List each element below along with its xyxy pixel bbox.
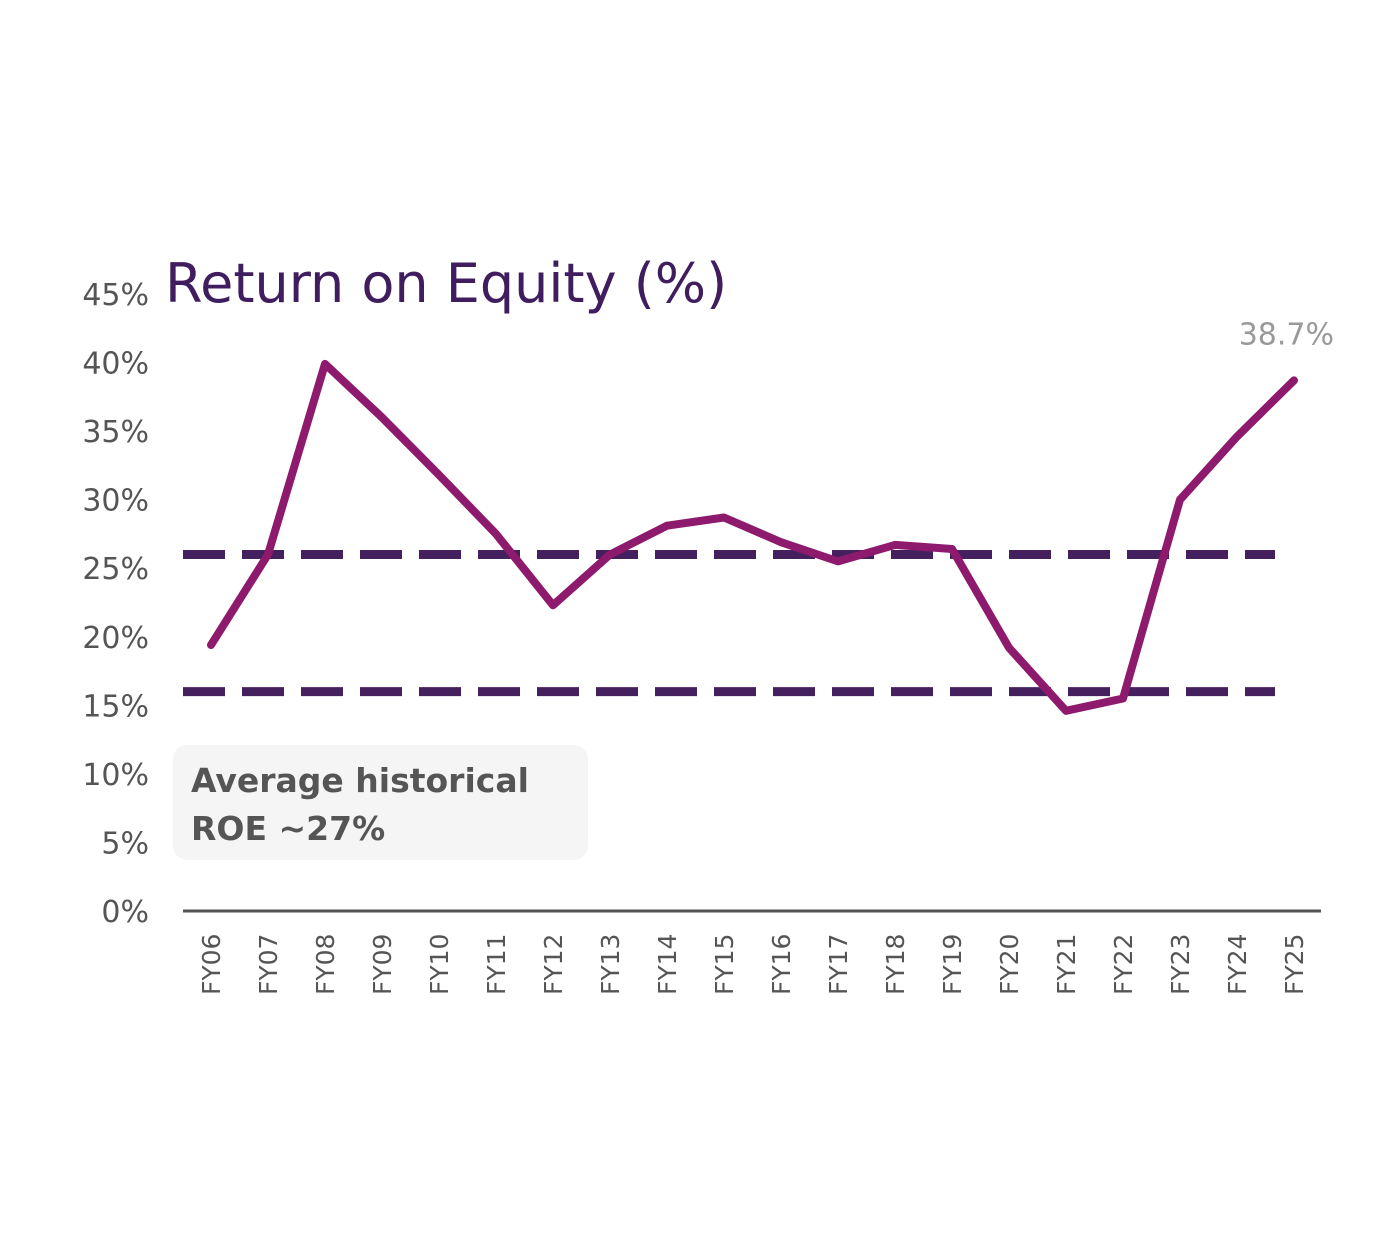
x-tick-label: FY14 <box>653 934 682 995</box>
data-point <box>381 416 383 419</box>
y-tick-label: 40% <box>82 347 149 382</box>
data-point <box>552 604 554 607</box>
y-tick-label: 0% <box>101 895 149 930</box>
x-tick-label: FY15 <box>710 934 739 995</box>
annotation-line-2: ROE ~27% <box>191 809 386 848</box>
y-tick-label: 10% <box>82 758 149 793</box>
data-point <box>1236 435 1238 438</box>
x-tick-label: FY18 <box>881 934 910 995</box>
x-tick-label: FY23 <box>1166 934 1195 995</box>
data-point <box>1179 498 1181 501</box>
data-point <box>609 553 611 556</box>
x-tick-label: FY09 <box>368 934 397 995</box>
y-tick-label: 35% <box>82 415 149 450</box>
x-tick-label: FY08 <box>311 934 340 995</box>
data-point <box>267 553 269 556</box>
data-point <box>438 473 440 476</box>
x-tick-label: FY06 <box>197 934 226 995</box>
x-tick-label: FY24 <box>1223 934 1252 995</box>
x-tick-label: FY12 <box>539 934 568 995</box>
average-roe-annotation: Average historical ROE ~27% <box>173 745 588 860</box>
y-tick-label: 20% <box>82 621 149 656</box>
data-point <box>1122 697 1124 700</box>
x-tick-label: FY25 <box>1280 934 1309 995</box>
roe-line <box>207 359 1298 715</box>
x-tick-label: FY10 <box>425 934 454 995</box>
x-tick-label: FY21 <box>1052 934 1081 995</box>
data-point <box>495 532 497 535</box>
data-point <box>1293 379 1295 382</box>
y-tick-label: 15% <box>82 689 149 724</box>
y-tick-label: 45% <box>82 278 149 313</box>
x-tick-label: FY16 <box>767 934 796 995</box>
data-point <box>666 524 668 527</box>
data-point <box>210 644 212 647</box>
data-point <box>723 516 725 519</box>
x-tick-label: FY11 <box>482 934 511 995</box>
data-point <box>1065 709 1067 712</box>
data-point <box>1008 646 1010 649</box>
x-tick-label: FY22 <box>1109 934 1138 995</box>
x-tick-label: FY17 <box>824 934 853 995</box>
x-tick-label: FY07 <box>254 934 283 995</box>
x-tick-label: FY20 <box>995 934 1024 995</box>
y-tick-label: 5% <box>101 826 149 861</box>
data-point <box>951 548 953 551</box>
data-point <box>894 543 896 546</box>
y-tick-label: 25% <box>82 552 149 587</box>
x-tick-label: FY19 <box>938 934 967 995</box>
annotation-line-1: Average historical <box>191 761 529 800</box>
x-tick-label: FY13 <box>596 934 625 995</box>
y-tick-label: 30% <box>82 484 149 519</box>
end-value-label: 38.7% <box>1239 317 1334 352</box>
data-point <box>837 560 839 563</box>
chart-title: Return on Equity (%) <box>165 252 728 315</box>
data-point <box>324 362 326 365</box>
data-point <box>780 541 782 544</box>
